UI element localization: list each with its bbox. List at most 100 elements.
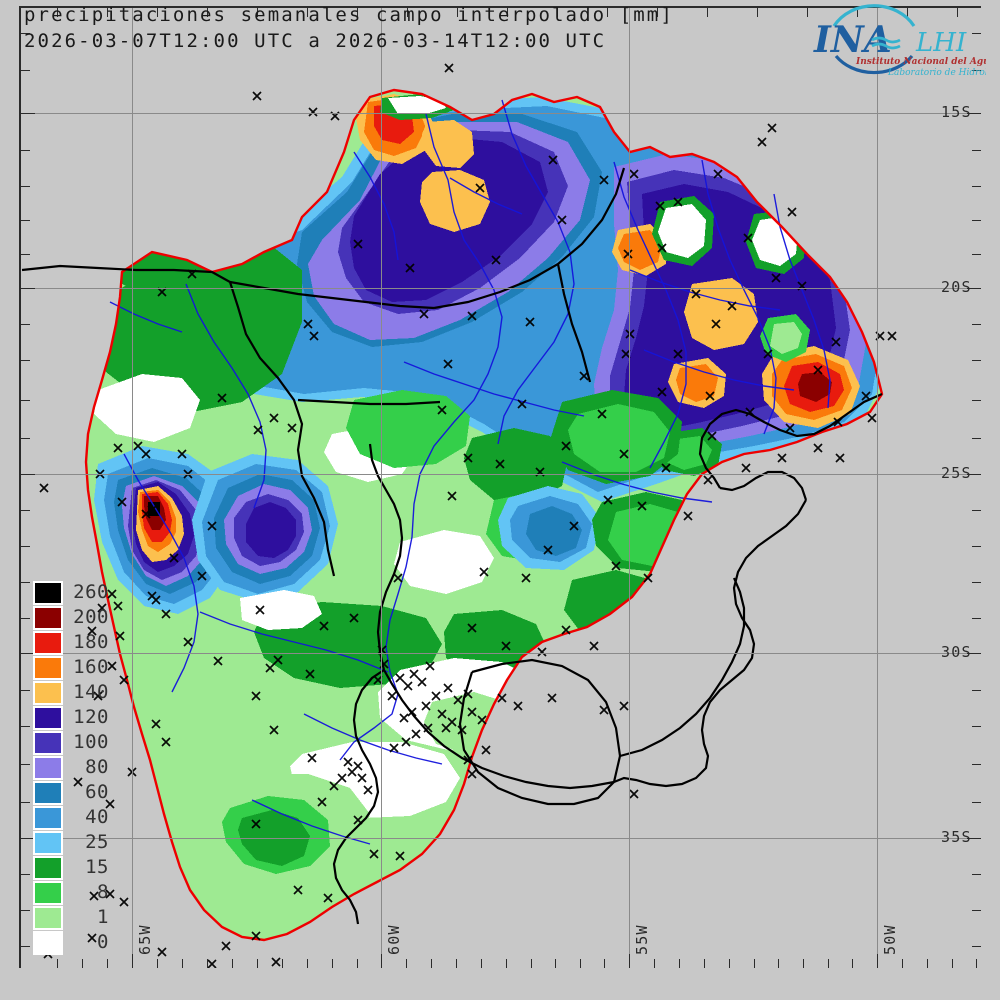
axis-tick-bottom (580, 959, 581, 968)
logo-arc-icon (832, 4, 916, 75)
axis-tick-bottom (157, 959, 158, 968)
gridline-lat-30s (21, 653, 981, 654)
axis-tick-right (972, 254, 981, 255)
lat-label-15s: 15S (941, 103, 972, 121)
legend-color-swatch (33, 931, 63, 955)
axis-tick-top (657, 8, 658, 17)
axis-tick-left (21, 186, 30, 187)
precipitation-field (21, 8, 981, 968)
axis-tick-top (957, 8, 958, 17)
logo-lab-name: Laboratorio de Hidrologia (887, 68, 986, 78)
axis-tick-right (972, 150, 981, 151)
axis-tick-left (21, 653, 35, 654)
lat-label-35s: 35S (941, 828, 972, 846)
logo-wave-icon (871, 36, 901, 50)
axis-tick-bottom (357, 959, 358, 968)
axis-tick-top (207, 8, 208, 17)
legend-value-label: 15 (85, 856, 109, 878)
axis-tick-bottom (481, 959, 482, 968)
axis-tick-right (967, 474, 981, 475)
axis-tick-left (21, 838, 35, 839)
axis-tick-right (972, 400, 981, 401)
axis-tick-right (972, 220, 981, 221)
axis-tick-top (907, 8, 908, 17)
axis-tick-left (21, 690, 30, 691)
axis-tick-bottom (207, 959, 208, 968)
legend-value-label: 40 (85, 806, 109, 828)
axis-tick-left (21, 360, 30, 361)
axis-tick-top (57, 8, 58, 17)
legend-value-label: 160 (73, 656, 109, 678)
axis-tick-bottom (555, 959, 556, 968)
legend-color-swatch (33, 881, 63, 905)
axis-tick-top (407, 8, 408, 17)
gridline-lon-65w (132, 8, 133, 968)
axis-tick-bottom (604, 959, 605, 968)
axis-tick-left (21, 150, 30, 151)
title-block: precipitaciones semanales campo interpol… (24, 2, 674, 54)
legend-color-swatch (33, 656, 63, 680)
lon-label-50w: 50W (881, 924, 899, 955)
axis-tick-bottom (381, 954, 382, 968)
axis-tick-right (972, 510, 981, 511)
axis-tick-bottom (332, 959, 333, 968)
axis-tick-bottom (754, 959, 755, 968)
axis-tick-top (357, 8, 358, 17)
axis-tick-bottom (778, 959, 779, 968)
axis-tick-bottom (629, 954, 630, 968)
axis-tick-left (21, 510, 30, 511)
axis-tick-right (972, 360, 981, 361)
lon-label-60w: 60W (385, 924, 403, 955)
axis-tick-right (972, 802, 981, 803)
axis-tick-left (21, 802, 30, 803)
ina-lhi-logo: INA LHI Instituto Nacional del Agua Labo… (806, 4, 1000, 82)
gridline-lon-60w (381, 8, 382, 968)
axis-tick-left (21, 220, 30, 221)
axis-tick-right (972, 438, 981, 439)
legend-color-swatch (33, 731, 63, 755)
axis-tick-left (21, 618, 30, 619)
axis-tick-top (107, 8, 108, 17)
map-canvas (21, 8, 981, 968)
axis-tick-bottom (927, 959, 928, 968)
legend-color-swatch (33, 856, 63, 880)
axis-tick-left (21, 582, 30, 583)
legend-value-label: 1 (97, 906, 109, 928)
axis-tick-bottom (232, 959, 233, 968)
axis-tick-left (21, 910, 30, 911)
axis-tick-left (21, 288, 35, 289)
axis-tick-right (972, 582, 981, 583)
axis-tick-bottom (877, 954, 878, 968)
legend-value-label: 60 (85, 781, 109, 803)
axis-tick-bottom (57, 959, 58, 968)
axis-tick-right (967, 838, 981, 839)
axis-tick-right (972, 690, 981, 691)
axis-tick-bottom (182, 959, 183, 968)
axis-tick-right (972, 324, 981, 325)
lat-label-20s: 20S (941, 278, 972, 296)
axis-tick-bottom (531, 959, 532, 968)
lon-label-65w: 65W (136, 924, 154, 955)
legend-value-label: 140 (73, 681, 109, 703)
axis-tick-top (557, 8, 558, 17)
axis-tick-top (257, 8, 258, 17)
legend-value-label: 100 (73, 731, 109, 753)
axis-tick-bottom (902, 959, 903, 968)
axis-tick-bottom (852, 959, 853, 968)
axis-tick-bottom (976, 959, 977, 968)
legend-value-label: 180 (73, 631, 109, 653)
axis-tick-left (21, 946, 30, 947)
legend-value-label: 80 (85, 756, 109, 778)
gridline-lat-15s (21, 113, 981, 114)
legend-value-label: 8 (97, 881, 109, 903)
legend-color-swatch (33, 581, 63, 605)
axis-tick-top (757, 8, 758, 17)
axis-tick-right (967, 113, 981, 114)
axis-tick-left (21, 33, 30, 34)
axis-tick-bottom (679, 959, 680, 968)
axis-tick-bottom (132, 954, 133, 968)
axis-tick-top (607, 8, 608, 17)
legend-color-swatch (33, 631, 63, 655)
axis-tick-right (972, 764, 981, 765)
